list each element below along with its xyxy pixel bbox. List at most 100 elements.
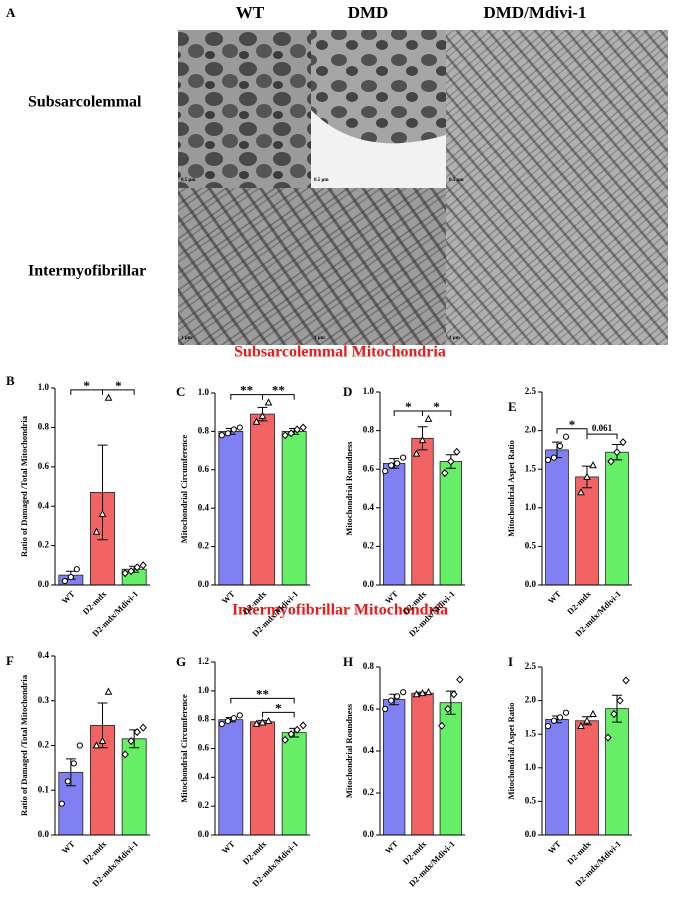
micrograph [178,188,311,345]
data-point [258,411,267,419]
bar-chart: G Mitochondrial Circumference 0.0 0.2 0.4 0.6… [176,654,310,889]
data-point [418,688,427,697]
data-point [441,469,449,478]
data-point [456,675,464,684]
y-tick-label: 0.2 [363,787,375,797]
y-tick-label: 0.2 [38,540,50,550]
data-point [438,721,446,730]
y-tick-label: 1.0 [198,387,210,397]
data-point [252,417,261,425]
significance-bracket [556,428,588,434]
data-point [127,567,135,576]
data-point [388,697,395,704]
significance-label: * [569,417,576,432]
data-point [382,705,389,713]
data-point [121,569,129,578]
panel-label: C [176,384,185,399]
data-point [622,676,630,685]
y-axis-label: Ratio of Damaged /Total Mitochondria [19,415,29,557]
x-tick-label: D2-mdx [81,838,109,866]
data-point [281,735,289,744]
data-point [607,457,615,466]
bar [218,430,244,586]
y-tick-label: 0.0 [198,829,210,839]
scale-bar-label: 1 μm [181,336,193,341]
bar [250,413,275,586]
data-point [388,462,395,469]
column-label: WT [236,3,265,22]
data-point [121,750,129,759]
bar [411,437,434,586]
data-point [382,468,389,475]
bar-chart: I Mitochondrial Aspet Ratio 0.0 0.5 1.0 1.5 2.… [506,654,632,889]
data-point [556,442,564,450]
data-point [104,393,113,401]
data-point [400,454,407,461]
data-point [281,431,289,440]
data-point [98,509,107,517]
x-tick-label: WT [546,588,563,605]
significance-label: * [405,399,412,414]
y-axis-label: Ratio of Damaged /Total Mitochondria [19,674,29,816]
data-point [64,778,71,785]
y-tick-label: 2.5 [525,386,537,396]
data-point [224,718,231,725]
y-tick-label: 1.0 [525,762,537,772]
y-tick-label: 0.4 [198,502,210,512]
data-point [104,687,113,695]
y-axis-label: Mitochondrial Aspet Ratio [506,703,516,800]
y-tick-label: 0.6 [363,703,375,713]
significance-bracket [422,410,452,417]
y-tick-label: 0.0 [198,579,210,589]
micrograph [311,188,446,345]
data-point [73,566,80,573]
panel-label: I [508,654,513,669]
y-tick-label: 0.6 [363,463,375,473]
y-tick-label: 1.0 [198,685,210,695]
y-tick-label: 0.4 [363,745,375,755]
data-point [562,709,570,716]
column-label: DMD/Mdivi-1 [484,3,587,22]
data-point [98,736,107,744]
y-tick-label: 0.5 [525,795,537,805]
y-tick-label: 0.2 [38,740,50,750]
y-tick-label: 0.8 [363,425,375,435]
data-point [76,742,83,749]
y-tick-label: 1.5 [525,728,537,738]
panel-label: A [6,5,16,20]
panel-label: F [6,653,14,668]
data-point [447,457,455,466]
y-tick-label: 0.8 [198,714,210,724]
y-tick-label: 0.2 [198,800,210,810]
significance-label: ** [240,383,253,398]
data-point [544,723,552,730]
y-axis-label: Mitochondrial Roundness [344,703,354,798]
x-tick-label: WT [546,838,563,855]
data-point [583,472,591,480]
y-tick-label: 0.8 [363,661,375,671]
significance-label: ** [272,383,285,398]
scale-bar-label: 0.5 μm [449,178,464,183]
data-point [299,721,307,730]
y-axis-label: Mitochondrial Aspet Ratio [506,440,516,537]
data-point [139,561,147,570]
y-tick-label: 0.0 [525,829,537,839]
data-point [293,425,301,434]
y-tick-label: 0.4 [38,650,50,660]
y-tick-label: 2.5 [525,661,537,671]
y-tick-label: 0.0 [38,829,50,839]
bar-chart: E Mitochondrial Aspet Ratio 0.0 0.5 1.0 1.5 2.… [506,386,632,639]
data-point [58,800,65,807]
y-tick-label: 0.5 [525,540,537,550]
bar [545,449,569,586]
data-point [299,423,307,432]
bar-chart: H Mitochondrial Roundness 0.0 0.2 0.4 0.6 0.8 W… [343,654,465,889]
panel-label: B [6,373,15,388]
data-point [544,456,552,464]
bar [250,721,275,836]
y-tick-label: 2.0 [525,695,537,705]
y-tick-label: 0.2 [198,541,210,551]
data-point [287,730,295,739]
data-point [550,717,558,724]
